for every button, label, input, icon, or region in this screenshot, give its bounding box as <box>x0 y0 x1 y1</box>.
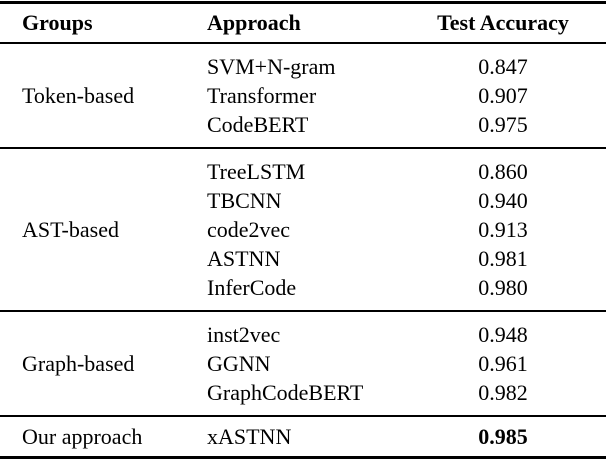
approach-cell: SVM+N-gram <box>207 54 336 79</box>
section-rule <box>0 147 606 149</box>
group-rows: TreeLSTM 0.860 TBCNN 0.940 code2vec 0.91… <box>185 157 606 302</box>
accuracy-cell: 0.860 <box>478 159 528 184</box>
group-rows: xASTNN 0.985 <box>185 422 606 451</box>
accuracy-cell-highlighted: 0.985 <box>478 424 528 449</box>
table-row: ASTNN 0.981 <box>185 244 606 273</box>
group-section-ast-based: AST-based TreeLSTM 0.860 TBCNN 0.940 cod… <box>0 149 606 310</box>
approach-cell: ASTNN <box>207 246 281 271</box>
approach-cell: TreeLSTM <box>207 159 306 184</box>
approach-cell: InferCode <box>207 275 297 300</box>
approach-cell: CodeBERT <box>207 112 309 137</box>
approach-cell: TBCNN <box>207 188 282 213</box>
table-bottom-rule <box>0 456 606 459</box>
table-row: TBCNN 0.940 <box>185 186 606 215</box>
table-row: TreeLSTM 0.860 <box>185 157 606 186</box>
table-row: xASTNN 0.985 <box>185 422 606 451</box>
column-header-groups: Groups <box>22 10 93 35</box>
group-rows: SVM+N-gram 0.847 Transformer 0.907 CodeB… <box>185 52 606 139</box>
approach-cell: inst2vec <box>207 322 281 347</box>
table-row: inst2vec 0.948 <box>185 320 606 349</box>
accuracy-cell: 0.980 <box>478 275 528 300</box>
table-row: GraphCodeBERT 0.982 <box>185 378 606 407</box>
table-row: InferCode 0.980 <box>185 273 606 302</box>
group-rows: inst2vec 0.948 GGNN 0.961 GraphCodeBERT … <box>185 320 606 407</box>
table-top-rule <box>0 1 606 4</box>
column-header-approach: Approach <box>207 10 301 35</box>
table-row: CodeBERT 0.975 <box>185 110 606 139</box>
approach-cell: code2vec <box>207 217 291 242</box>
accuracy-cell: 0.961 <box>478 351 528 376</box>
table-header-row: Groups Approach Test Accuracy <box>0 4 606 42</box>
approach-cell: xASTNN <box>207 424 292 449</box>
group-section-our-approach: Our approach xASTNN 0.985 <box>0 417 606 456</box>
table-row: SVM+N-gram 0.847 <box>185 52 606 81</box>
group-label: Our approach <box>22 424 143 449</box>
accuracy-cell: 0.948 <box>478 322 528 347</box>
accuracy-cell: 0.981 <box>478 246 528 271</box>
group-label: Graph-based <box>22 351 135 376</box>
group-label: Token-based <box>22 83 135 108</box>
table-row: Transformer 0.907 <box>185 81 606 110</box>
group-label: AST-based <box>22 217 119 242</box>
approach-cell: GGNN <box>207 351 271 376</box>
accuracy-cell: 0.975 <box>478 112 528 137</box>
group-section-token-based: Token-based SVM+N-gram 0.847 Transformer… <box>0 44 606 147</box>
approach-cell: Transformer <box>207 83 317 108</box>
accuracy-cell: 0.847 <box>478 54 528 79</box>
section-rule <box>0 310 606 312</box>
column-header-test-accuracy: Test Accuracy <box>437 10 569 35</box>
group-section-graph-based: Graph-based inst2vec 0.948 GGNN 0.961 Gr… <box>0 312 606 415</box>
accuracy-cell: 0.940 <box>478 188 528 213</box>
section-rule <box>0 415 606 417</box>
accuracy-cell: 0.913 <box>478 217 528 242</box>
accuracy-cell: 0.907 <box>478 83 528 108</box>
table-row: code2vec 0.913 <box>185 215 606 244</box>
accuracy-cell: 0.982 <box>478 380 528 405</box>
header-rule <box>0 42 606 44</box>
table-row: GGNN 0.961 <box>185 349 606 378</box>
approach-cell: GraphCodeBERT <box>207 380 364 405</box>
